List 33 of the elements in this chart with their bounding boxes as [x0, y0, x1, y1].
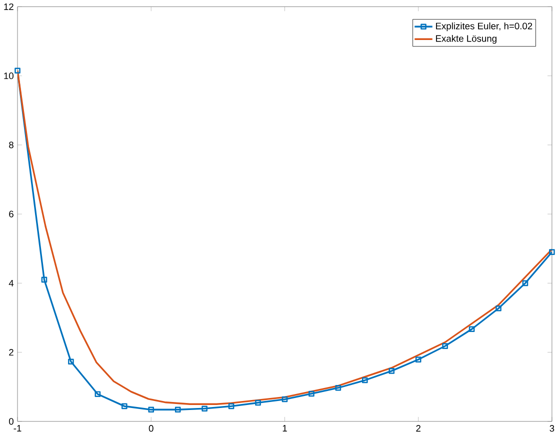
y-tick-label: 6: [9, 210, 14, 218]
point: [308, 390, 314, 397]
y-tick-label: 2: [9, 348, 14, 356]
point: [148, 406, 154, 412]
point: [522, 280, 528, 286]
point: [282, 396, 288, 402]
point: [388, 368, 395, 374]
x-tick-label: 3: [550, 424, 554, 432]
x-tick-label: 0: [148, 424, 154, 432]
point: [335, 384, 342, 391]
y-tick-label: 0: [9, 418, 14, 425]
y-tick-label: 8: [9, 142, 14, 148]
y-tick-label: 10: [4, 72, 14, 80]
point: [255, 400, 261, 406]
point: [68, 358, 74, 364]
point: [41, 276, 48, 283]
x-tick-label: 1: [282, 424, 287, 432]
point: [94, 391, 101, 397]
legend-label: Exakte Lösung: [436, 34, 496, 44]
point: [415, 356, 422, 362]
point: [121, 403, 128, 410]
y-tick-label: 12: [4, 3, 14, 10]
x-tick-label: 2: [416, 424, 420, 432]
x-tick-label: -1: [14, 424, 22, 432]
point: [362, 377, 368, 384]
point: [174, 406, 181, 412]
y-tick-label: 4: [8, 280, 14, 286]
point: [442, 343, 448, 349]
legend-label: Explizites Euler, h=0.02: [436, 22, 532, 32]
point: [468, 326, 475, 332]
point: [496, 305, 502, 312]
point: [202, 406, 208, 412]
point: [228, 403, 234, 410]
